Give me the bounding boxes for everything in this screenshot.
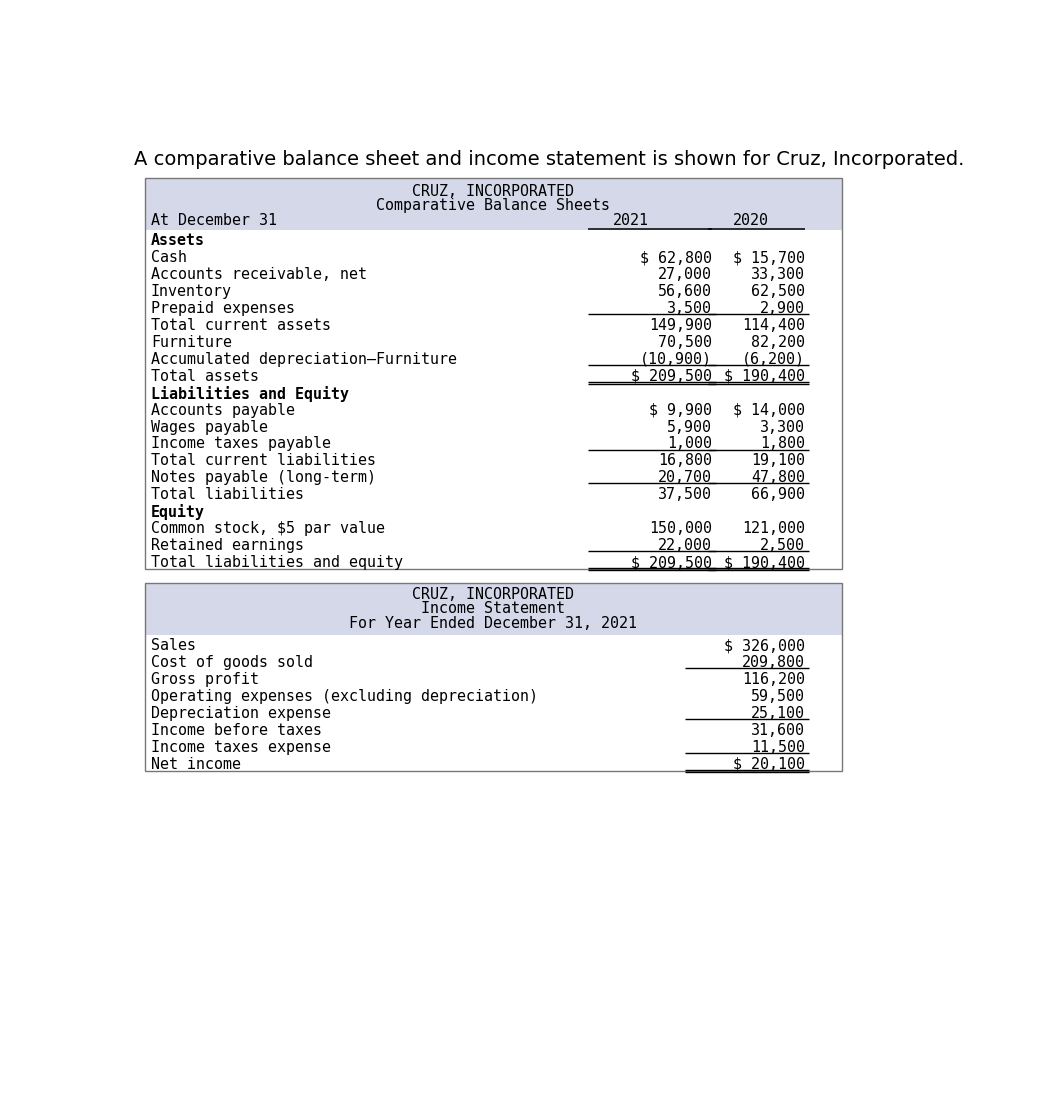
- Text: Accumulated depreciation–Furniture: Accumulated depreciation–Furniture: [151, 352, 457, 367]
- Text: Income Statement: Income Statement: [422, 601, 566, 617]
- Text: 5,900: 5,900: [667, 419, 712, 435]
- Text: 62,500: 62,500: [751, 284, 805, 299]
- Text: 25,100: 25,100: [751, 706, 805, 721]
- Text: Net income: Net income: [151, 756, 241, 772]
- Text: CRUZ, INCORPORATED: CRUZ, INCORPORATED: [412, 184, 574, 199]
- Text: 59,500: 59,500: [751, 689, 805, 704]
- Text: 16,800: 16,800: [658, 454, 712, 468]
- Text: Wages payable: Wages payable: [151, 419, 268, 435]
- Text: Total liabilities and equity: Total liabilities and equity: [151, 554, 403, 570]
- Text: $ 190,400: $ 190,400: [724, 368, 805, 384]
- Text: Cash: Cash: [151, 251, 187, 265]
- Text: Comparative Balance Sheets: Comparative Balance Sheets: [377, 197, 611, 213]
- Text: Sales: Sales: [151, 638, 196, 653]
- Text: 121,000: 121,000: [742, 521, 805, 536]
- Text: Liabilities and Equity: Liabilities and Equity: [151, 386, 349, 401]
- Text: $ 20,100: $ 20,100: [733, 756, 805, 772]
- Text: 56,600: 56,600: [658, 284, 712, 299]
- Bar: [144, 177, 842, 569]
- Text: At December 31: At December 31: [151, 213, 277, 228]
- Text: 150,000: 150,000: [649, 521, 712, 536]
- Text: $ 62,800: $ 62,800: [640, 251, 712, 265]
- Text: Assets: Assets: [151, 233, 205, 248]
- Text: Total current assets: Total current assets: [151, 318, 331, 333]
- Text: 33,300: 33,300: [751, 267, 805, 282]
- Text: 149,900: 149,900: [649, 318, 712, 333]
- Text: Operating expenses (excluding depreciation): Operating expenses (excluding depreciati…: [151, 689, 538, 704]
- Text: Equity: Equity: [151, 505, 205, 520]
- Text: Accounts receivable, net: Accounts receivable, net: [151, 267, 367, 282]
- Text: For Year Ended December 31, 2021: For Year Ended December 31, 2021: [349, 615, 637, 631]
- Text: 114,400: 114,400: [742, 318, 805, 333]
- Text: $ 209,500: $ 209,500: [631, 368, 712, 384]
- Text: $ 326,000: $ 326,000: [724, 638, 805, 653]
- Text: 2,500: 2,500: [760, 538, 805, 553]
- Text: Income before taxes: Income before taxes: [151, 723, 322, 737]
- Text: Income taxes payable: Income taxes payable: [151, 437, 331, 451]
- Text: 47,800: 47,800: [751, 470, 805, 486]
- Text: CRUZ, INCORPORATED: CRUZ, INCORPORATED: [412, 588, 574, 602]
- Text: 66,900: 66,900: [751, 487, 805, 502]
- Text: Retained earnings: Retained earnings: [151, 538, 304, 553]
- Text: 3,300: 3,300: [760, 419, 805, 435]
- Text: 82,200: 82,200: [751, 335, 805, 349]
- Text: 31,600: 31,600: [751, 723, 805, 737]
- Text: Depreciation expense: Depreciation expense: [151, 706, 331, 721]
- Text: Accounts payable: Accounts payable: [151, 403, 295, 418]
- Text: Total liabilities: Total liabilities: [151, 487, 304, 502]
- Bar: [144, 230, 842, 569]
- Text: 11,500: 11,500: [751, 740, 805, 755]
- Text: 70,500: 70,500: [658, 335, 712, 349]
- Text: Gross profit: Gross profit: [151, 672, 259, 688]
- Text: 116,200: 116,200: [742, 672, 805, 688]
- Text: $ 209,500: $ 209,500: [631, 554, 712, 570]
- Text: 1,800: 1,800: [760, 437, 805, 451]
- Text: (6,200): (6,200): [742, 352, 805, 367]
- Text: 209,800: 209,800: [742, 655, 805, 670]
- Text: A comparative balance sheet and income statement is shown for Cruz, Incorporated: A comparative balance sheet and income s…: [134, 150, 964, 169]
- Text: Total assets: Total assets: [151, 368, 259, 384]
- Text: 22,000: 22,000: [658, 538, 712, 553]
- Text: 20,700: 20,700: [658, 470, 712, 486]
- Text: (10,900): (10,900): [640, 352, 712, 367]
- Text: 37,500: 37,500: [658, 487, 712, 502]
- Text: Notes payable (long-term): Notes payable (long-term): [151, 470, 376, 486]
- Bar: [144, 177, 842, 230]
- Text: 27,000: 27,000: [658, 267, 712, 282]
- Text: 2021: 2021: [613, 213, 649, 228]
- Text: Inventory: Inventory: [151, 284, 232, 299]
- Text: 19,100: 19,100: [751, 454, 805, 468]
- Text: $ 9,900: $ 9,900: [649, 403, 712, 418]
- Text: Common stock, $5 par value: Common stock, $5 par value: [151, 521, 385, 536]
- Text: Furniture: Furniture: [151, 335, 232, 349]
- Text: Prepaid expenses: Prepaid expenses: [151, 301, 295, 316]
- Text: Total current liabilities: Total current liabilities: [151, 454, 376, 468]
- Text: Cost of goods sold: Cost of goods sold: [151, 655, 313, 670]
- Bar: [144, 635, 842, 771]
- Text: Income taxes expense: Income taxes expense: [151, 740, 331, 755]
- Text: $ 15,700: $ 15,700: [733, 251, 805, 265]
- Text: 2,900: 2,900: [760, 301, 805, 316]
- Text: 2020: 2020: [733, 213, 769, 228]
- Bar: [144, 582, 842, 635]
- Bar: [144, 582, 842, 771]
- Text: 3,500: 3,500: [667, 301, 712, 316]
- Text: $ 190,400: $ 190,400: [724, 554, 805, 570]
- Text: 1,000: 1,000: [667, 437, 712, 451]
- Text: $ 14,000: $ 14,000: [733, 403, 805, 418]
